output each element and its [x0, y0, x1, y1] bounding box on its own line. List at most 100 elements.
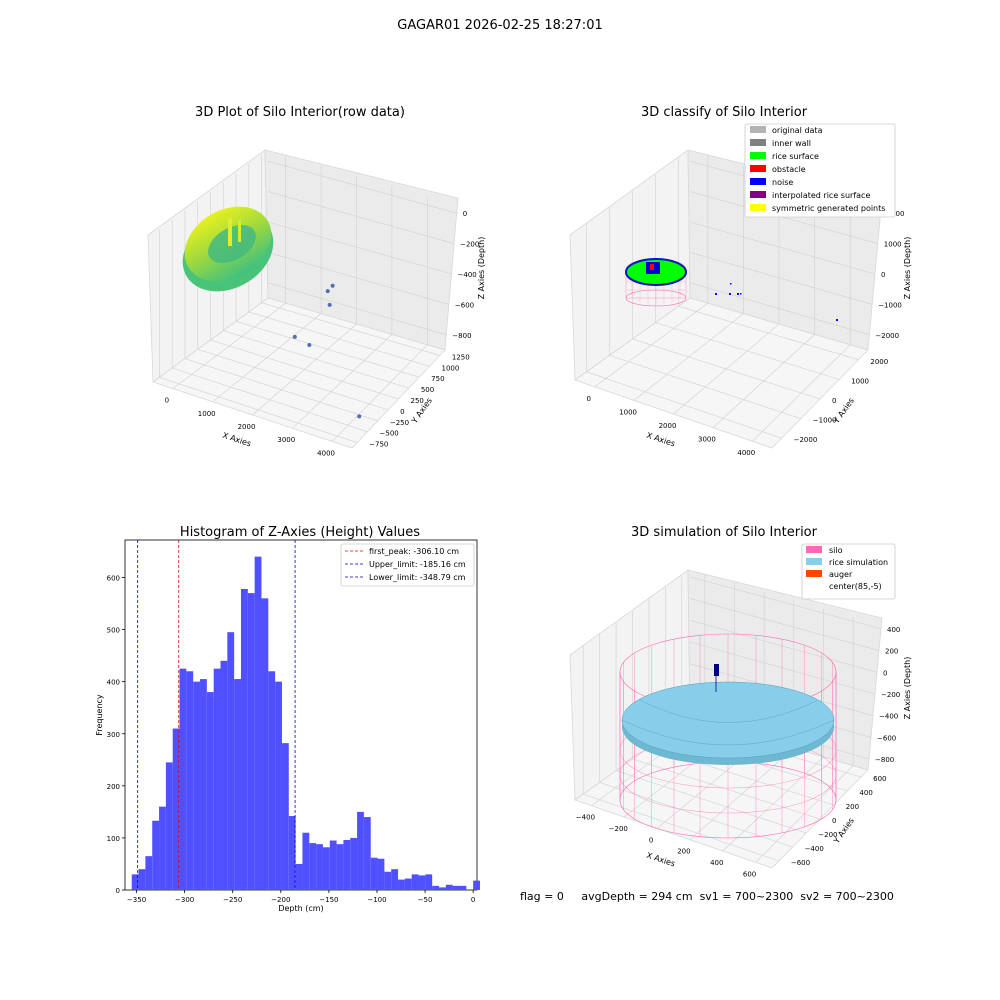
- stats-flag: flag = 0: [520, 890, 564, 903]
- histogram-bar: [432, 885, 440, 890]
- z-tick-label: −600: [877, 734, 896, 742]
- z-tick-label: 1000: [884, 241, 902, 249]
- legend-swatch: [806, 558, 822, 565]
- y-tick-label: 500: [107, 627, 120, 635]
- grid-line-y: [184, 358, 378, 422]
- z-tick-label: −2000: [875, 332, 899, 340]
- x-tick-label: 3000: [277, 436, 295, 444]
- outlier-point: [292, 334, 297, 339]
- histogram-bar: [370, 857, 378, 890]
- histogram-bar: [138, 869, 146, 890]
- y-tick-label: −750: [369, 441, 388, 449]
- legend-label: Upper_limit: -185.16 cm: [369, 560, 466, 569]
- legend-swatch: [806, 546, 822, 553]
- legend-swatch: [750, 139, 766, 146]
- grid-line-y: [583, 793, 779, 862]
- grid-line-z: [689, 282, 870, 336]
- histogram-bar: [145, 856, 153, 890]
- legend-label: rice simulation: [829, 558, 888, 567]
- z-tick-label: −800: [452, 332, 471, 340]
- raw-outliers: [292, 283, 362, 419]
- figure-suptitle: GAGAR01 2026-02-25 18:27:01: [397, 18, 603, 33]
- classify-grid: [586, 155, 881, 442]
- legend-label: auger: [829, 570, 853, 579]
- simulation-3d-title: 3D simulation of Silo Interior: [631, 525, 818, 540]
- z-tick-label: 200: [885, 648, 898, 656]
- x-tick-label: 2000: [659, 422, 677, 430]
- histogram-bar: [261, 598, 269, 890]
- histogram-legend: first_peak: -306.10 cm Upper_limit: -185.…: [340, 543, 475, 587]
- x-tick-label: 0: [586, 395, 590, 403]
- grid-line-y: [172, 367, 368, 432]
- grid-line-z: [689, 221, 876, 275]
- stats-line: flag = 0 avgDepth = 294 cm sv1 = 700~230…: [520, 890, 894, 903]
- grid-line-z: [267, 252, 449, 305]
- histogram-title: Histogram of Z-Axies (Height) Values: [180, 525, 420, 540]
- y-tick-label: 600: [873, 775, 886, 783]
- histogram-bar: [343, 840, 351, 890]
- x-tick-label: 0: [649, 836, 653, 844]
- classify-noise-points: [715, 283, 838, 321]
- histogram-bar: [193, 681, 201, 890]
- y-tick-label: −250: [390, 419, 409, 427]
- histogram-bar: [240, 588, 248, 890]
- legend-swatch: [750, 204, 766, 211]
- y-tick-label: 400: [107, 679, 120, 687]
- histogram-bar: [357, 811, 364, 890]
- sim-x-ticks: −400 −200 0 200 400 600: [576, 814, 756, 879]
- classify-3d-title: 3D classify of Silo Interior: [641, 105, 808, 120]
- outlier-point: [327, 302, 332, 307]
- z-tick-label: −400: [879, 713, 898, 721]
- y-tick-label: −200: [818, 831, 837, 839]
- z-tick-label: −200: [881, 691, 900, 699]
- histogram-bar: [281, 743, 289, 890]
- legend-swatch: [750, 178, 766, 185]
- histogram-bar: [391, 869, 399, 890]
- classify-z-ticks: −2000 −1000 0 1000 2000: [875, 210, 904, 340]
- raw-xlabel: X Axies: [221, 431, 252, 449]
- histogram-bar: [329, 840, 337, 890]
- z-tick-label: −200: [460, 241, 479, 249]
- x-tick-label: 0: [471, 896, 475, 904]
- histogram-bar: [206, 692, 214, 890]
- histogram-bar: [288, 816, 296, 890]
- histogram-bar: [404, 878, 412, 890]
- z-tick-label: 2000: [887, 210, 905, 218]
- histogram-bar: [350, 837, 358, 890]
- grid-line-y: [632, 758, 821, 820]
- legend-label: symmetric generated points: [772, 204, 885, 213]
- histogram-x-ticks: −350 −300 −250 −200 −150 −100 −50 0: [127, 890, 475, 904]
- grid-line-y: [248, 311, 430, 367]
- histogram-ylabel: Frequency: [95, 694, 104, 736]
- histogram-bar: [316, 844, 323, 890]
- histogram-bar: [179, 668, 187, 890]
- grid-line-y: [223, 330, 409, 389]
- histogram-bar: [172, 728, 180, 890]
- x-tick-label: 2000: [238, 423, 256, 431]
- histogram-bar: [220, 660, 228, 890]
- y-tick-label: −600: [791, 859, 810, 867]
- legend-swatch: [750, 152, 766, 159]
- grid-line-y: [678, 305, 859, 361]
- legend-swatch: [806, 582, 822, 589]
- x-tick-label: 400: [710, 859, 723, 867]
- x-tick-label: 200: [677, 848, 690, 856]
- sim-legend: silo rice simulation auger center(85,-5): [801, 543, 896, 600]
- x-tick-label: −200: [609, 825, 628, 833]
- histogram-bar: [411, 874, 419, 890]
- grid-line-z: [689, 598, 880, 651]
- outlier-point: [307, 342, 312, 347]
- legend-swatch: [750, 126, 766, 133]
- legend-label: inner wall: [772, 139, 811, 148]
- legend-swatch: [750, 165, 766, 172]
- raw-3d-title: 3D Plot of Silo Interior(row data): [195, 105, 405, 120]
- raw-x-ticks: 0 1000 2000 3000 4000: [165, 397, 335, 458]
- sim-zlabel: Z Axies (Depth): [903, 657, 912, 720]
- y-tick-label: 0: [832, 397, 836, 405]
- y-tick-label: 500: [421, 386, 434, 394]
- histogram-bar: [377, 858, 385, 890]
- histogram-y-ticks: 0 100 200 300 400 500 600: [107, 575, 125, 895]
- histogram-bar: [336, 844, 344, 890]
- classify-xlabel: X Axies: [645, 431, 676, 449]
- legend-swatch: [750, 191, 766, 198]
